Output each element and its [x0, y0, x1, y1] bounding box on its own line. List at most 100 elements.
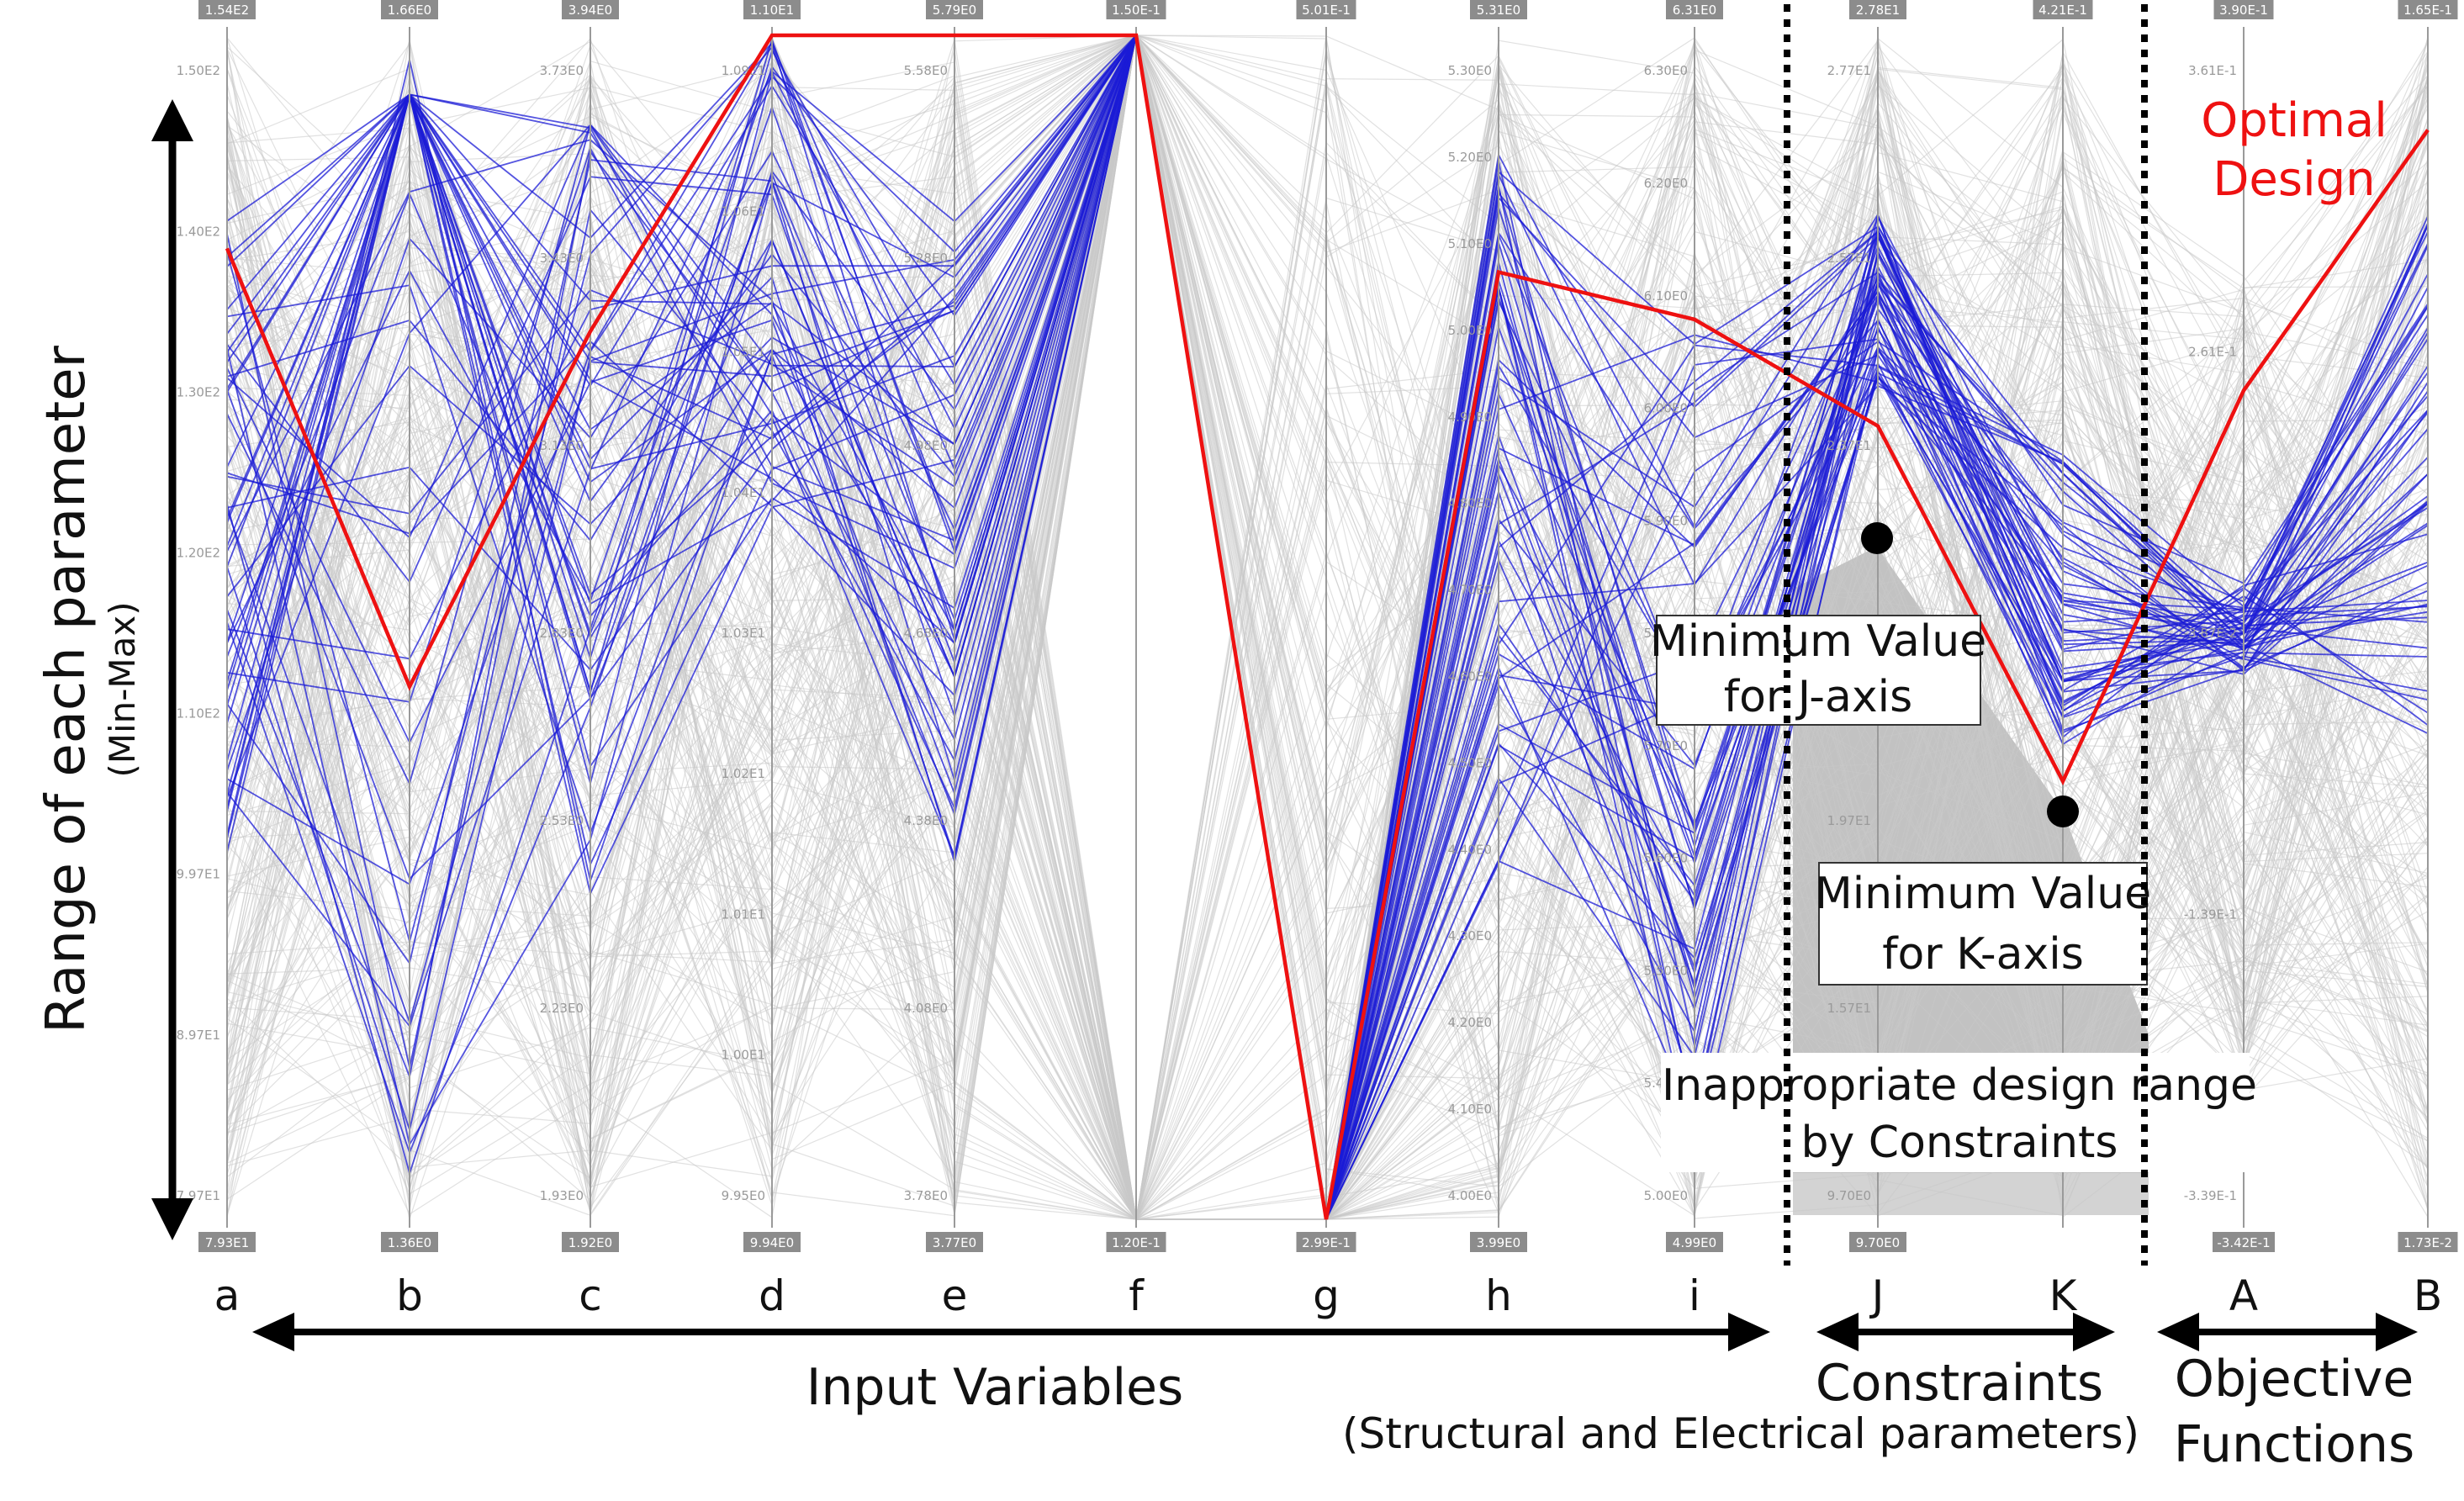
axis-min-b-tag: 1.36E0	[388, 1235, 431, 1250]
tick-label-e: 4.38E0	[904, 813, 948, 828]
objectives-arrow-left	[2157, 1313, 2199, 1351]
axis-min-i-tag-bg	[1666, 1232, 1723, 1252]
tick-label-h: 4.90E0	[1448, 410, 1492, 425]
tick-label-h: 5.20E0	[1448, 150, 1492, 165]
input-variables-sublabel: (Structural and Electrical parameters)	[1342, 1409, 2139, 1458]
tick-label-A: -1.39E-1	[2184, 906, 2237, 922]
input-variables-label: Input Variables	[806, 1358, 1184, 1417]
axis-min-g-tag: 2.99E-1	[1302, 1235, 1351, 1250]
axis-min-c-tag: 1.92E0	[568, 1235, 612, 1250]
axis-min-b-tag-bg	[381, 1232, 438, 1252]
tick-label-d: 1.00E1	[722, 1048, 765, 1063]
axis-min-i-tag: 4.99E0	[1673, 1235, 1716, 1250]
tick-label-h: 5.30E0	[1448, 63, 1492, 78]
axis-max-e-tag: 5.79E0	[933, 3, 976, 18]
axis-label-i: i	[1689, 1271, 1700, 1320]
tick-label-e: 5.28E0	[904, 251, 948, 266]
axis-max-a-tag: 1.54E2	[205, 3, 249, 18]
axis-max-b-tag: 1.66E0	[388, 3, 431, 18]
axis-max-e-tag-bg	[926, 0, 983, 19]
tick-label-a: 1.20E2	[177, 545, 220, 560]
min-j-line1: Minimum Value	[1650, 616, 1986, 667]
tick-label-h: 5.00E0	[1448, 323, 1492, 338]
tick-label-d: 1.09E1	[722, 63, 765, 78]
axis-max-B-tag-bg	[2398, 0, 2458, 19]
infeasible-region-bottom	[1793, 1173, 2149, 1215]
tick-label-i: 5.00E0	[1644, 1188, 1688, 1203]
min-k-annotation-box	[1818, 862, 2148, 986]
axis-max-A-tag-bg	[2213, 0, 2274, 19]
axes-layer: 1.54E2 7.93E1 1.50E2 1.40E2 1.30E2 1.20E2 1.10…	[177, 0, 2458, 1320]
tick-label-A: -3.39E-1	[2184, 1188, 2237, 1203]
tick-label-a: 8.97E1	[177, 1028, 220, 1043]
tick-label-J: 2.57E1	[1827, 251, 1871, 266]
axis-min-B-tag: 1.73E-2	[2403, 1235, 2452, 1250]
axis-max-g-tag: 5.01E-1	[1302, 3, 1351, 18]
axis-min-d-tag: 9.94E0	[750, 1235, 794, 1250]
axis-min-f-tag: 1.20E-1	[1112, 1235, 1161, 1250]
tick-label-h: 4.30E0	[1448, 928, 1492, 943]
axis-max-f-tag: 1.50E-1	[1112, 3, 1161, 18]
axis-max-K-tag-bg	[2033, 0, 2093, 19]
tick-label-a: 1.30E2	[177, 384, 220, 399]
axis-min-h-tag-bg	[1470, 1232, 1527, 1252]
tick-label-e: 4.98E0	[904, 438, 948, 453]
min-k-line1: Minimum Value	[1815, 869, 2151, 919]
tick-label-i: 6.30E0	[1644, 63, 1688, 78]
tick-label-c: 2.53E0	[540, 813, 584, 828]
tick-label-h: 5.10E0	[1448, 236, 1492, 251]
axis-label-h: h	[1485, 1271, 1512, 1320]
objectives-arrow-right	[2376, 1313, 2418, 1351]
tick-label-A: 2.61E-1	[2188, 345, 2237, 360]
min-j-annotation-box	[1656, 615, 1981, 726]
y-range-arrow-down	[151, 1198, 193, 1240]
axis-min-e-tag-bg	[926, 1232, 983, 1252]
tick-label-J: 2.37E1	[1827, 438, 1871, 453]
tick-label-h: 4.10E0	[1448, 1102, 1492, 1117]
axis-label-e: e	[942, 1271, 968, 1320]
axis-min-a-tag-bg	[198, 1232, 256, 1252]
tick-label-d: 9.95E0	[722, 1188, 765, 1203]
constraints-arrow-right	[2073, 1313, 2115, 1351]
axis-label-a: a	[214, 1271, 241, 1320]
min-j-line2: for J-axis	[1724, 672, 1912, 722]
tick-label-i: 6.10E0	[1644, 288, 1688, 304]
axis-max-i-tag: 6.31E0	[1673, 3, 1716, 18]
tick-label-J: 1.57E1	[1827, 1001, 1871, 1016]
axis-label-J: J	[1869, 1271, 1885, 1320]
objective-label-line1: Objective	[2175, 1350, 2414, 1409]
axis-min-a-tag: 7.93E1	[205, 1235, 249, 1250]
axis-max-A-tag: 3.90E-1	[2219, 3, 2268, 18]
axis-max-J-tag-bg	[1849, 0, 1906, 19]
axis-max-c-tag: 3.94E0	[568, 3, 612, 18]
axis-min-J-tag-bg	[1849, 1232, 1906, 1252]
tick-label-h: 4.60E0	[1448, 669, 1492, 684]
tick-label-d: 1.01E1	[722, 906, 765, 922]
annotations-layer: Range of each parameter (Min-Max) Optima…	[35, 4, 2418, 1474]
axis-min-A-tag-bg	[2213, 1232, 2275, 1252]
axis-label-B: B	[2414, 1271, 2442, 1320]
tick-label-a: 9.97E1	[177, 867, 220, 882]
optimal-line-layer	[225, 33, 2430, 1220]
axis-max-B-tag: 1.65E-1	[2403, 3, 2452, 18]
axis-min-A-tag: -3.42E-1	[2217, 1235, 2270, 1250]
axis-min-g-tag-bg	[1296, 1232, 1356, 1252]
tick-label-e: 5.58E0	[904, 63, 948, 78]
tick-label-e: 4.08E0	[904, 1001, 948, 1016]
axis-label-A: A	[2229, 1271, 2258, 1320]
axis-label-g: g	[1313, 1271, 1340, 1320]
min-k-marker	[2047, 795, 2079, 827]
axis-max-d-tag-bg	[743, 0, 801, 19]
axis-min-f-tag-bg	[1106, 1232, 1166, 1252]
tick-label-d: 1.06E1	[722, 203, 765, 219]
tick-label-e: 4.68E0	[904, 626, 948, 641]
min-k-line2: for K-axis	[1882, 929, 2084, 980]
input-arrow-left	[252, 1313, 294, 1351]
tick-label-i: 6.20E0	[1644, 176, 1688, 191]
optimal-label-line1: Optimal	[2201, 93, 2387, 148]
axis-min-B-tag-bg	[2398, 1232, 2458, 1252]
optimal-design-line	[225, 33, 2430, 1220]
tick-label-d: 1.02E1	[722, 766, 765, 781]
axis-label-f: f	[1129, 1271, 1145, 1320]
